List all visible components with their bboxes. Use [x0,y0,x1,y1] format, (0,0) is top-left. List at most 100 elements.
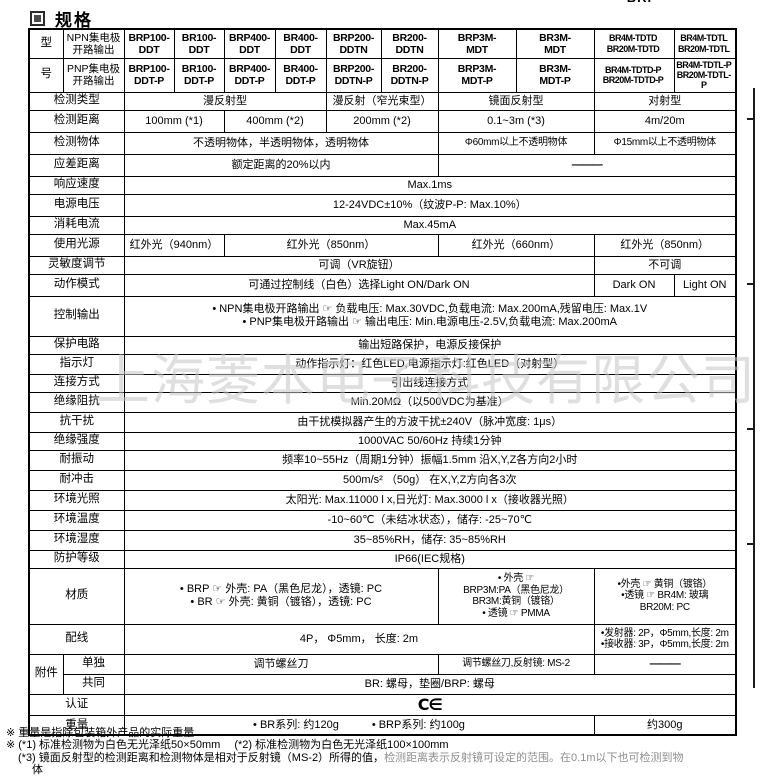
spec-cell: Max.45mA [123,215,737,235]
row-label: 共同 [62,673,125,695]
spec-cell: ——— [437,153,737,177]
row-label: 环境温度 [28,509,125,531]
row-label: 保护电路 [28,335,125,355]
row-label: 号 [28,57,64,93]
spec-cell: 引出线连接方式 [123,373,737,393]
spec-cell: BR100- DDT-P [173,57,225,93]
spec-cell: Φ15mm以上不透明物体 [593,131,737,155]
spec-cell: • BRP ☞ 外壳: PA（黑色尼龙），透镜: PC • BR ☞ 外壳: 黄… [123,567,439,625]
row-label: 连接方式 [28,373,125,393]
table-row: 配线 4P， Φ5mm， 长度: 2m •发射器: 2P，Φ5mm,长度: 2m •… [28,623,737,655]
spec-cell: 红外光（850nm） [593,233,737,257]
table-row: 响应速度 Max.1ms [28,175,737,195]
row-label: 指示灯 [28,353,125,375]
spec-cell: 漫反射型 [123,91,327,111]
table-row: 检测距离 100mm (*1) 400mm (*2) 200mm (*2) 0.1~3m… [28,109,737,133]
table-row: 检测物体 不透明物体，半透明物体，透明物体 Φ60mm以上不透明物体 Φ15mm以上不… [28,131,737,155]
spec-cell: BR4M-TDTD-P BR20M-TDTD-P [593,57,675,93]
spec-cell: BR: 螺母，垫圈/BRP: 螺母 [123,673,737,695]
spec-cell: Max.1ms [123,175,737,195]
row-label: 配线 [28,623,125,655]
spec-cell: •外壳 ☞ 黄铜（镀铬） •透镜 ☞ BR4M: 玻璃 BR20M: PC [593,567,737,625]
spec-cell: 可通过控制线（白色）选择Light ON/Dark ON [123,273,595,297]
spec-table: 型 NPN集电极 开路输出 BRP100- DDT BR100- DDT BRP400-… [28,28,737,737]
row-label: 耐振动 [28,449,125,471]
spec-cell: 可调（VR旋钮） [123,255,595,275]
page-edge-tick [747,283,753,285]
table-row: 重量 • BR系列: 约120g • BRP系列: 约100g 约300g [28,714,737,736]
table-row: 指示灯 动作指示灯：红色LED,电源指示灯:红色LED（对射型） [28,353,737,375]
spec-cell: 漫反射（窄光束型） [325,91,439,111]
spec-cell: 调节螺丝刀,反射镜: MS-2 [437,653,595,675]
spec-cell: BR3M- MDT [515,28,595,59]
spec-cell: 调节螺丝刀 [123,653,439,675]
footnote-1-2: ※ (*1) 标准检测物为白色无光泽纸50×50mm (*2) 标准检测物为白色… [6,739,449,752]
spec-cell: BR3M- MDT-P [515,57,595,93]
row-label: 防护等级 [28,549,125,569]
footnotes: ※ 重量是指除包装箱外产品的实际重量 ※ (*1) 标准检测物为白色无光泽纸50… [6,727,758,777]
spec-cell: 频率10~55Hz（周期1分钟）振幅1.5mm 沿X,Y,Z各方向2小时 [123,449,737,471]
row-label: 环境光照 [28,489,125,511]
spec-cell: BR4M-TDTL BR20M-TDTL [673,28,737,59]
table-row: 绝缘阻抗 Min.20MΩ（以500VDC为基准） [28,391,737,413]
spec-cell: 35~85%RH，储存: 35~85%RH [123,529,737,551]
row-label: PNP集电极 开路输出 [62,57,125,93]
row-label: 认证 [28,693,125,716]
spec-cell: 400mm (*2) [223,109,327,133]
page-edge-line [747,88,755,688]
page-edge-tick [747,118,753,120]
page-edge-tick [747,428,753,430]
table-row: 检测类型 漫反射型 漫反射（窄光束型） 镜面反射型 对射型 [28,91,737,111]
footnote-3-faded-text: 检测距离表示反射镜可设定的范围。在0.1m以下也可检测到物 [384,751,684,764]
table-row: 耐冲击 500m/s² （50g） 在X,Y,Z方向各3次 [28,469,737,491]
table-row: 电源电压 12-24VDC±10%（纹波P-P: Max.10%） [28,193,737,217]
spec-cell: BRP100- DDT [123,28,175,59]
spec-cell: BR200- DDTN [380,28,439,59]
spec-cell: BR100- DDT [173,28,225,59]
spec-cell: BRP3M- MDT [437,28,517,59]
table-row: 连接方式 引出线连接方式 [28,373,737,393]
table-row: 环境湿度 35~85%RH，储存: 35~85%RH [28,529,737,551]
row-label: 响应速度 [28,175,125,195]
row-label: 检测类型 [28,91,125,111]
spec-cell: 额定距离的20%以内 [123,153,439,177]
row-label: 单独 [62,653,125,675]
spec-cell: BRP400- DDT-P [223,57,276,93]
table-row: 抗干扰 由干扰模拟器产生的方波干扰±240V（脉冲宽度: 1μs） [28,411,737,433]
spec-cell: 100mm (*1) [123,109,225,133]
table-row: 号 PNP集电极 开路输出 BRP100- DDT-P BR100- DDT-P BRP… [28,57,737,93]
table-row: 动作模式 可通过控制线（白色）选择Light ON/Dark ON Dark ON L… [28,273,737,297]
spec-cell: 红外光（660nm） [437,233,595,257]
spec-cell: 200mm (*2) [325,109,439,133]
spec-cell: 不可调 [593,255,737,275]
row-label: 动作模式 [28,273,125,297]
spec-cell: 镜面反射型 [437,91,595,111]
spec-cell: 由干扰模拟器产生的方波干扰±240V（脉冲宽度: 1μs） [123,411,737,433]
row-label: 应差距离 [28,153,125,177]
row-label: 灵敏度调节 [28,255,125,275]
top-right-page-label: BRP 型 [618,0,688,7]
table-row: 消耗电流 Max.45mA [28,215,737,235]
spec-table-body: 型 NPN集电极 开路输出 BRP100- DDT BR100- DDT BRP400-… [28,28,737,736]
table-row: 材质 • BRP ☞ 外壳: PA（黑色尼龙），透镜: PC • BR ☞ 外壳:… [28,567,737,625]
table-row: 认证 C∈ [28,693,737,716]
spec-cell: 500m/s² （50g） 在X,Y,Z方向各3次 [123,469,737,491]
spec-cell: C∈ [123,693,737,716]
spec-cell: • 外壳 ☞ BRP3M:PA（黑色尼龙） BR3M:黄铜（镀铬） • 透镜 ☞… [437,567,595,625]
row-label: 控制输出 [28,295,125,337]
row-label: 绝缘强度 [28,431,125,451]
spec-cell: 0.1~3m (*3) [437,109,595,133]
row-label: 材质 [28,567,125,625]
row-label: 检测距离 [28,109,125,133]
spec-cell: • NPN集电极开路输出 ☞ 负载电压: Max.30VDC,负载电流: Max… [123,295,737,337]
table-row: 灵敏度调节 可调（VR旋钮） 不可调 [28,255,737,275]
row-label: 抗干扰 [28,411,125,433]
table-row: 型 NPN集电极 开路输出 BRP100- DDT BR100- DDT BRP400-… [28,28,737,59]
spec-cell: 输出短路保护，电源反接保护 [123,335,737,355]
spec-cell: Min.20MΩ（以500VDC为基准） [123,391,737,413]
footnote-3: (*3) 镜面反射型的检测距离和检测物体是相对于反射镜（MS-2）所得的值，检测… [6,752,758,764]
row-label: NPN集电极 开路输出 [62,28,125,59]
table-row: 环境光照 太阳光: Max.11000 l x,日光灯: Max.3000 l x… [28,489,737,511]
row-label: 电源电压 [28,193,125,217]
row-label: 耐冲击 [28,469,125,491]
